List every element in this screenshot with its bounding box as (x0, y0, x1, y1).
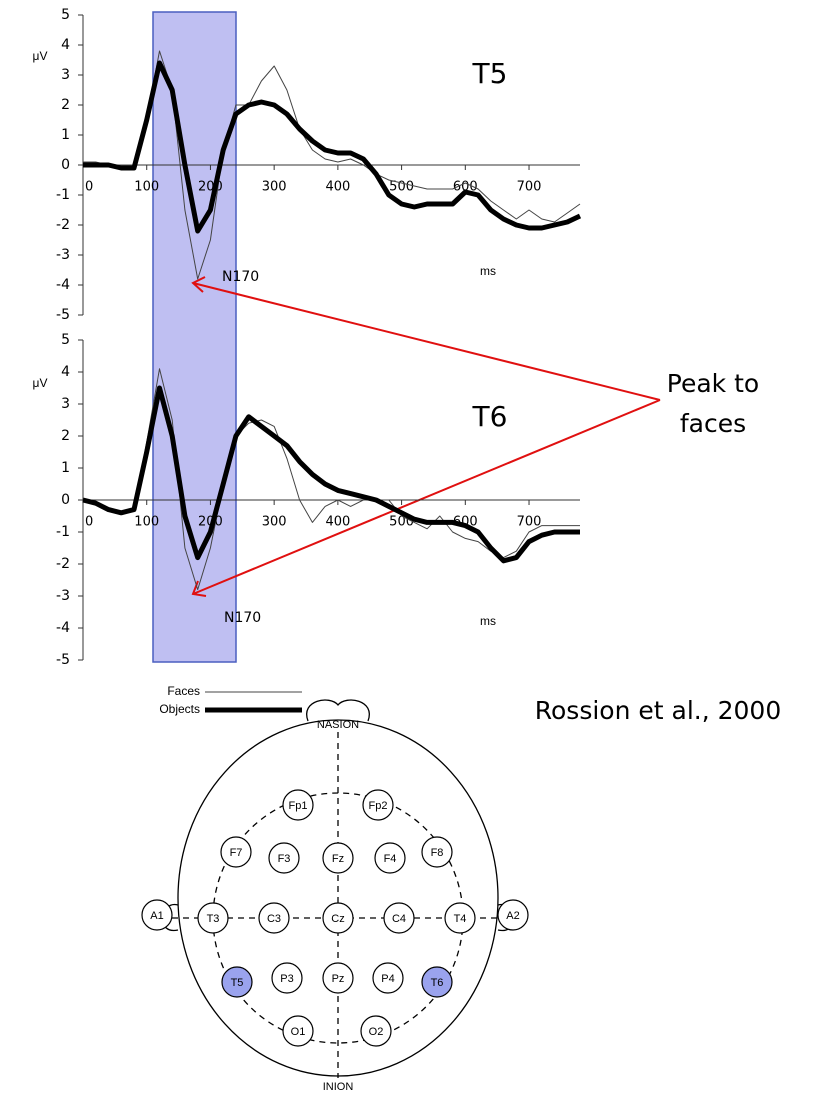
electrode-label: T3 (207, 913, 220, 925)
electrode-label: C3 (267, 913, 281, 925)
y-tick-label: -3 (56, 588, 70, 604)
electrode (421, 836, 453, 868)
y-tick-label: 5 (61, 7, 70, 23)
electrode-label: Cz (331, 913, 344, 925)
y-tick-label: -1 (56, 187, 70, 203)
y-tick-label: -5 (56, 307, 70, 323)
electrode-label: T4 (454, 913, 467, 925)
electrode (271, 962, 303, 994)
y-tick-label: 3 (61, 396, 70, 412)
callout-arrows (191, 276, 661, 597)
series-line: Objects (83, 60, 582, 234)
electrode (141, 899, 173, 931)
electrode (374, 842, 406, 874)
y-tick-label: -1 (56, 524, 70, 540)
x-tick-label: 0 (85, 515, 93, 530)
y-axis-label: μV (33, 376, 48, 390)
callout-line: Peak to (667, 369, 759, 398)
electrode-label: A2 (506, 910, 519, 922)
series-line: Faces (83, 50, 581, 280)
legend-label: Objects (159, 702, 200, 716)
legend-label: Faces (167, 684, 200, 698)
x-tick-label: 100 (134, 180, 159, 195)
electrode (282, 1015, 314, 1047)
x-tick-label: 100 (134, 515, 159, 530)
electrode-label: P3 (280, 973, 293, 985)
electrode-label: F7 (230, 847, 243, 859)
x-tick-label: 500 (389, 180, 414, 195)
electrode-label: P4 (381, 973, 394, 985)
electrode (444, 902, 476, 934)
electrode-label: T6 (431, 977, 444, 989)
y-tick-label: -2 (56, 556, 70, 572)
electrode (322, 842, 354, 874)
electrode (322, 962, 354, 994)
electrode-label: Fp1 (289, 800, 308, 812)
chart-title: T6 (472, 400, 508, 433)
peak-annotation: N170 (224, 610, 261, 626)
x-tick-label: 700 (517, 515, 542, 530)
electrode-label: F8 (431, 847, 444, 859)
y-tick-label: -4 (56, 620, 70, 636)
peak-annotation: N170 (222, 269, 259, 285)
electrode-label: Fp2 (369, 800, 388, 812)
electrode-label: F4 (384, 853, 397, 865)
electrode-label: F3 (278, 853, 291, 865)
y-tick-label: 0 (61, 157, 70, 173)
electrode (220, 836, 252, 868)
x-tick-label: 300 (262, 515, 287, 530)
electrode (383, 902, 415, 934)
electrode (322, 902, 354, 934)
y-tick-label: -5 (56, 652, 70, 668)
y-axis-label: μV (33, 49, 48, 63)
x-axis-label: ms (480, 614, 496, 628)
y-tick-label: 1 (61, 127, 70, 143)
electrode (221, 966, 253, 998)
y-tick-label: -2 (56, 217, 70, 233)
inion-label: INION (323, 1081, 354, 1093)
y-tick-label: 4 (61, 37, 70, 53)
electrode-label: C4 (392, 913, 406, 925)
nasion-label: NASION (317, 719, 359, 731)
y-tick-label: 5 (61, 332, 70, 348)
electrode (282, 789, 314, 821)
electrode-map: NASION INION Fp1 Fp2 F7 F3 Fz F4 F8 A1 T3 C3 Cz C4 T… (141, 699, 529, 1093)
x-tick-label: 700 (517, 180, 542, 195)
electrode-label: A1 (150, 910, 163, 922)
electrode (362, 789, 394, 821)
y-tick-label: 2 (61, 428, 70, 444)
electrode-label: Fz (332, 853, 344, 865)
y-tick-label: 2 (61, 97, 70, 113)
callout-line: faces (680, 409, 746, 438)
electrode (372, 962, 404, 994)
highlight-window (152, 11, 237, 663)
x-axis-label: ms (480, 264, 496, 278)
citation: Rossion et al., 2000 (535, 696, 781, 725)
electrode-label: O1 (291, 1026, 306, 1038)
y-tick-label: 4 (61, 364, 70, 380)
x-tick-label: 300 (262, 180, 287, 195)
x-tick-label: 600 (453, 180, 478, 195)
y-tick-label: 3 (61, 67, 70, 83)
x-tick-label: 0 (85, 180, 93, 195)
x-tick-label: 400 (325, 515, 350, 530)
electrode-label: O2 (369, 1026, 384, 1038)
electrode (421, 966, 453, 998)
y-tick-label: 0 (61, 492, 70, 508)
x-tick-label: 400 (325, 180, 350, 195)
electrode-label: Pz (332, 973, 345, 985)
y-tick-label: 1 (61, 460, 70, 476)
electrode (268, 842, 300, 874)
electrode-label: T5 (231, 977, 244, 989)
y-tick-label: -3 (56, 247, 70, 263)
electrode (497, 899, 529, 931)
y-tick-label: -4 (56, 277, 70, 293)
series-line (82, 385, 580, 564)
electrode (360, 1015, 392, 1047)
chart-title: T5 (472, 57, 508, 90)
electrode (197, 902, 229, 934)
electrode (258, 902, 290, 934)
